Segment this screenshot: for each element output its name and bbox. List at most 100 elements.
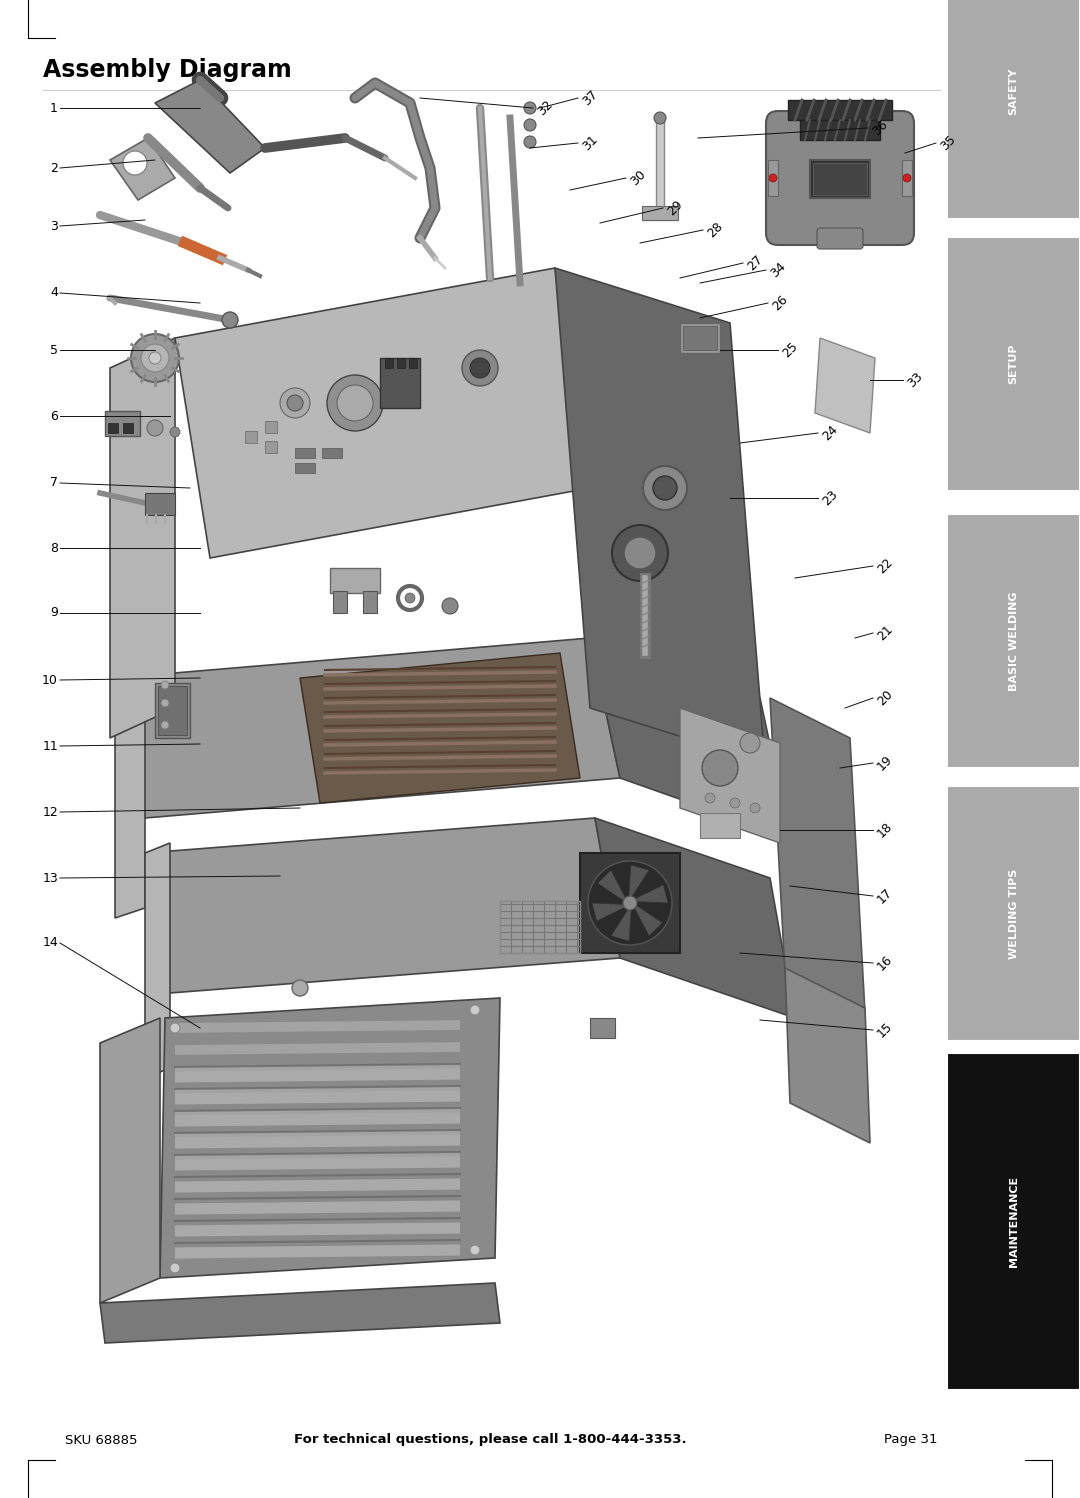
Text: 36: 36 [870,118,890,138]
Bar [105,410,140,436]
Text: 24: 24 [820,422,840,443]
Text: 19: 19 [875,753,895,773]
Circle shape [623,896,637,909]
Circle shape [524,136,536,148]
Bar [642,207,678,220]
Text: 33: 33 [905,370,926,389]
Polygon shape [100,1019,160,1303]
Polygon shape [634,885,669,903]
Polygon shape [815,339,875,433]
Circle shape [170,1263,180,1273]
Bar [265,421,276,433]
Circle shape [442,598,458,614]
Bar [947,786,1080,1041]
Text: 25: 25 [780,340,800,360]
Bar [813,163,867,195]
Text: 15: 15 [875,1020,895,1040]
Text: 23: 23 [820,488,840,508]
Text: 6: 6 [50,409,58,422]
Circle shape [470,1245,480,1255]
Circle shape [702,750,738,786]
Polygon shape [145,843,170,1079]
Bar [947,1053,1080,1390]
Polygon shape [770,698,865,1013]
Bar [333,592,347,613]
Polygon shape [597,870,626,902]
Text: 9: 9 [50,607,58,620]
Text: 29: 29 [665,198,686,219]
Text: 30: 30 [627,168,648,189]
Circle shape [337,385,373,421]
Bar [265,440,276,452]
Text: 3: 3 [50,220,58,232]
Text: Page 31: Page 31 [885,1434,939,1447]
Polygon shape [300,653,580,803]
Text: 18: 18 [875,819,895,840]
Text: 5: 5 [50,343,58,357]
Text: Assembly Diagram: Assembly Diagram [43,58,292,82]
Text: 16: 16 [875,953,895,974]
Circle shape [524,102,536,114]
Text: 31: 31 [580,133,600,153]
Polygon shape [555,268,765,762]
Bar [768,160,778,196]
Circle shape [730,798,740,807]
Text: SKU 68885: SKU 68885 [65,1434,137,1447]
Text: 22: 22 [875,556,895,577]
Polygon shape [785,968,870,1143]
Circle shape [141,345,168,372]
Text: 34: 34 [768,259,788,280]
Text: 35: 35 [939,133,958,153]
Polygon shape [114,668,145,918]
Text: 14: 14 [42,936,58,950]
Polygon shape [156,79,265,172]
Circle shape [292,980,308,996]
Bar [156,683,190,739]
Text: 12: 12 [42,806,58,818]
Bar [384,358,393,369]
Text: 28: 28 [705,220,726,240]
Circle shape [740,733,760,753]
Text: BASIC WELDING: BASIC WELDING [1009,592,1018,691]
Bar [902,160,912,196]
Polygon shape [611,908,632,941]
Polygon shape [110,138,175,201]
Bar [322,448,342,458]
Text: 37: 37 [580,88,600,108]
Polygon shape [110,339,175,739]
Text: 17: 17 [875,885,895,906]
Polygon shape [100,1282,500,1344]
Bar [500,900,580,953]
Text: 27: 27 [745,253,766,273]
Bar [656,118,664,208]
Circle shape [123,151,147,175]
Circle shape [161,721,168,730]
Bar [947,514,1080,768]
Bar [145,493,175,515]
Bar [947,237,1080,491]
Text: 1: 1 [50,102,58,114]
FancyBboxPatch shape [766,111,914,246]
Circle shape [903,174,912,181]
Circle shape [161,700,168,707]
Circle shape [653,476,677,500]
Polygon shape [592,903,626,921]
Circle shape [161,682,168,689]
Text: SAFETY: SAFETY [1009,67,1018,115]
Circle shape [750,803,760,813]
Text: 7: 7 [50,476,58,490]
Bar [397,358,405,369]
FancyBboxPatch shape [816,228,863,249]
Polygon shape [114,638,620,818]
Bar [700,813,740,837]
Bar [123,422,133,433]
Bar [580,852,680,953]
Circle shape [769,174,777,181]
Text: 32: 32 [535,97,555,118]
Polygon shape [160,998,500,1278]
Circle shape [470,1005,480,1016]
Circle shape [170,427,180,437]
Circle shape [149,352,161,364]
Circle shape [624,536,656,569]
Bar [108,422,118,433]
